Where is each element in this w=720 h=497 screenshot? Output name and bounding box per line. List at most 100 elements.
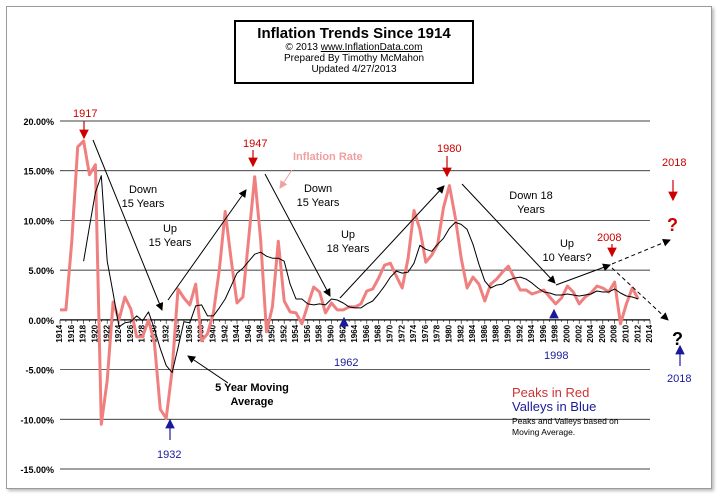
trend-arrow-up-1962 <box>339 185 445 299</box>
valley-label-1998: 1998 <box>544 350 568 362</box>
peak-label-2018: 2018 <box>662 157 686 169</box>
x-tick-label: 2010 <box>622 324 631 342</box>
trend-label-2-line1: Up <box>163 223 177 235</box>
x-tick-label: 1924 <box>114 324 123 342</box>
chart-title: Inflation Trends Since 1914 <box>257 25 451 42</box>
x-tick-label: 1970 <box>386 324 395 342</box>
x-axis: 1914 1916 1918 1920 1922 1924 1926 1928 1930 1932… <box>55 319 654 343</box>
x-tick-label: 1976 <box>421 324 430 342</box>
x-tick-label: 1958 <box>315 324 324 342</box>
x-tick-label: 1954 <box>291 324 300 342</box>
x-tick-label: 1956 <box>303 324 312 342</box>
valley-label-2018: 2018 <box>667 373 691 385</box>
inflation-label-pointer <box>279 169 293 189</box>
moving-average-label-line2: Average <box>230 396 273 408</box>
y-tick-label: 20.00% <box>23 117 54 127</box>
trend-label-4-line2: 18 Years <box>327 243 370 255</box>
x-tick-label: 2004 <box>586 324 595 342</box>
y-axis-labels: 20.00% 15.00% 10.00% 5.00% 0.00% -5.00% -10.00… <box>20 117 54 475</box>
valley-markers <box>165 308 685 440</box>
x-tick-label: 1948 <box>256 324 265 342</box>
future-up-arrow <box>611 238 671 265</box>
trend-label-1-line2: 15 Years <box>122 198 165 210</box>
prepared-by: Prepared By Timothy McMahon <box>283 53 425 64</box>
x-tick-label: 1980 <box>445 324 454 342</box>
x-tick-label: 1932 <box>161 324 170 342</box>
x-tick-label: 2000 <box>563 324 572 342</box>
x-tick-label: 1996 <box>539 324 548 342</box>
x-tick-label: 1950 <box>268 324 277 342</box>
peak-label-1917: 1917 <box>73 108 97 120</box>
x-tick-label: 2002 <box>574 324 583 342</box>
copyright: © 2013 <box>285 42 318 53</box>
x-tick-label: 1930 <box>150 324 159 342</box>
x-tick-label: 1960 <box>327 324 336 342</box>
updated-date: Updated 4/27/2013 <box>311 64 397 75</box>
legend-valleys: Valleys in Blue <box>512 399 596 414</box>
moving-average-label-line1: 5 Year Moving <box>215 382 289 394</box>
x-tick-label: 1934 <box>173 324 182 342</box>
peak-markers <box>79 121 678 258</box>
site-link[interactable]: www.InflationData.com <box>320 42 423 53</box>
series-lines <box>60 139 640 426</box>
valley-label-1962: 1962 <box>334 357 358 369</box>
grid-lines <box>60 120 650 470</box>
x-tick-label: 1946 <box>244 324 253 342</box>
x-tick-label: 1962 <box>338 324 347 342</box>
x-tick-label: 1968 <box>374 324 383 342</box>
y-tick-label: -10.00% <box>20 415 54 425</box>
y-tick-label: 0.00% <box>28 316 54 326</box>
x-tick-label: 1978 <box>433 324 442 342</box>
x-tick-label: 1936 <box>185 324 194 342</box>
trend-arrow-down-1947 <box>264 173 331 297</box>
y-tick-label: 15.00% <box>23 167 54 177</box>
x-tick-label: 1986 <box>480 324 489 342</box>
trend-arrows <box>92 139 671 384</box>
average-label-pointer <box>187 355 229 384</box>
future-down-arrow <box>611 267 669 321</box>
x-tick-label: 1918 <box>79 324 88 342</box>
x-tick-label: 1974 <box>409 324 418 342</box>
trend-label-6-line1: Up <box>560 238 574 250</box>
trend-label-2-line2: 15 Years <box>149 237 192 249</box>
peak-label-1947: 1947 <box>243 138 267 150</box>
trend-label-3-line2: 15 Years <box>297 197 340 209</box>
title-box: Inflation Trends Since 1914 © 2013 www.I… <box>234 20 474 84</box>
x-tick-label: 1952 <box>279 324 288 342</box>
trend-label-5-line1: Down 18 <box>509 190 552 202</box>
x-tick-label: 1972 <box>397 324 406 342</box>
x-tick-label: 1964 <box>350 324 359 342</box>
x-tick-label: 1940 <box>209 324 218 342</box>
x-tick-label: 1942 <box>220 324 229 342</box>
x-tick-label: 1916 <box>67 324 76 342</box>
x-tick-label: 1992 <box>515 324 524 342</box>
x-tick-label: 1944 <box>232 324 241 342</box>
trend-label-5-line2: Years <box>517 204 545 216</box>
x-tick-label: 1988 <box>492 324 501 342</box>
x-tick-label: 1994 <box>527 324 536 342</box>
trend-arrow-up-1932 <box>167 189 247 301</box>
x-tick-label: 2008 <box>610 324 619 342</box>
x-tick-label: 1982 <box>456 324 465 342</box>
chart-frame <box>6 6 712 489</box>
trend-label-4-line1: Up <box>341 229 355 241</box>
x-tick-label: 2012 <box>633 324 642 342</box>
trend-arrow-up-1998 <box>555 263 611 286</box>
valley-label-1932: 1932 <box>157 449 181 461</box>
y-tick-label: -5.00% <box>25 366 54 376</box>
trend-arrow-down-1980 <box>461 183 556 284</box>
peak-label-1980: 1980 <box>437 143 461 155</box>
x-tick-label: 1984 <box>468 324 477 342</box>
y-tick-label: 10.00% <box>23 216 54 226</box>
legend-note-1: Peaks and Valleys based on <box>512 416 619 426</box>
x-tick-label: 1966 <box>362 324 371 342</box>
question-mark-up: ? <box>667 215 678 235</box>
trend-arrow-down-1917 <box>92 139 164 311</box>
x-tick-label: 1920 <box>91 324 100 342</box>
x-tick-label: 1922 <box>102 324 111 342</box>
question-mark-down: ? <box>672 329 683 349</box>
x-tick-label: 1914 <box>55 324 64 342</box>
x-tick-label: 2014 <box>645 324 654 342</box>
moving-average-line <box>83 175 639 374</box>
y-tick-label: 5.00% <box>28 266 54 276</box>
